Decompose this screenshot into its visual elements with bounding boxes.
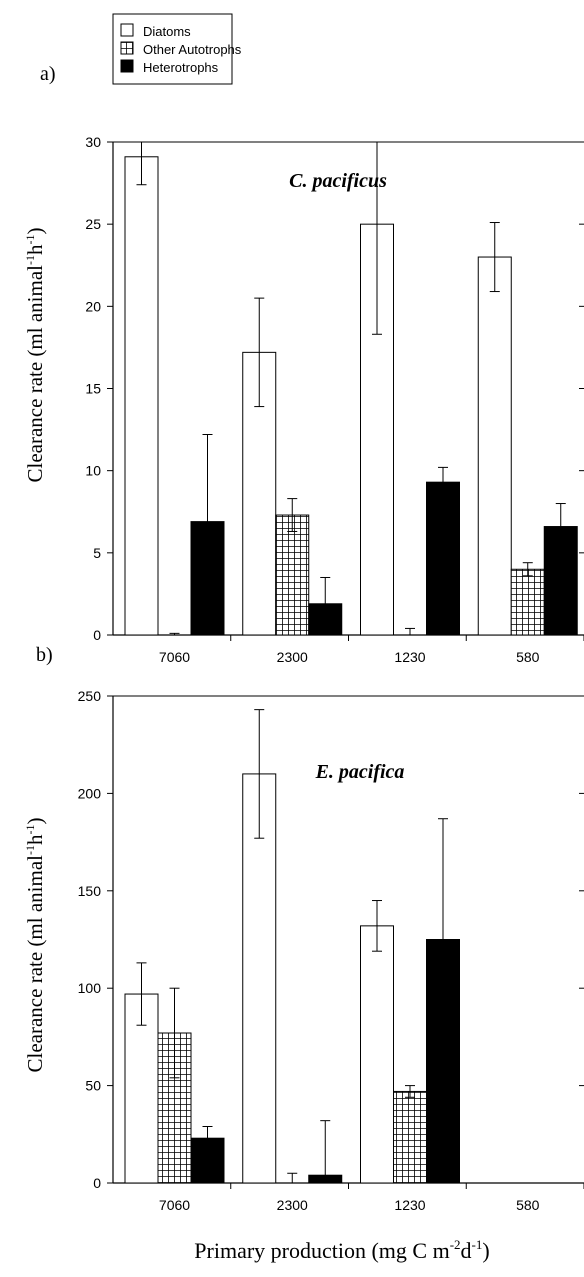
panel-b-y-axis-label-mid: h [23,834,47,845]
panel-a-y-axis-label-exp2: -1 [23,235,37,245]
panel-a-y-tick-label: 15 [85,381,101,397]
x-axis-label-exp2: -1 [472,1237,483,1252]
legend-label-heterotrophs: Heterotrophs [143,60,219,75]
panel-a-y-axis-label-mid: h [23,244,47,255]
panel-b-x-tick-label: 580 [516,1197,540,1213]
panel-b-title: E. pacifica [315,761,405,783]
panel-a-bar-other-autotrophs [275,514,310,636]
panel-b-y-axis-label-suffix: ) [23,818,47,825]
panel-a-y-axis-label-exp1: -1 [23,255,37,265]
panel-b-x-tick-label: 7060 [159,1197,190,1213]
panel-a-x-tick-label: 1230 [394,649,425,665]
legend-swatch-heterotrophs [120,59,134,73]
panel-b-y-axis-label: Clearance rate (ml animal-1h-1) [23,818,47,1073]
panel-a-y-tick-label: 30 [85,134,101,150]
x-axis-label-mid: d [461,1238,472,1263]
panel-a-y-axis-label: Clearance rate (ml animal-1h-1) [23,228,47,483]
panel-b-bar-other-autotrophs [393,1090,427,1184]
panel-b-marks: 0 50 100 150 200 250 7060 2300 1230 580 [78,688,584,1213]
x-axis-label-exp1: -2 [450,1237,461,1252]
panel-a-label: a) [40,63,56,85]
panel-b-label: b) [36,644,53,666]
legend-label-other-autotrophs: Other Autotrophs [143,42,242,57]
legend-swatch-diatoms [120,23,134,37]
legend: Diatoms Other Autotrophs Heterotrophs [112,13,242,85]
panel-a-y-axis-label-suffix: ) [23,228,47,235]
panel-a-bar-heterotrophs [426,481,460,636]
panel-b-bar-diatoms [360,925,394,1184]
legend-swatch-other-autotrophs [120,41,134,55]
panel-a-y-tick-label: 25 [85,216,101,232]
panel-a: a) 0 5 10 15 20 25 30 7060 2300 1230 580 C. pacifi… [23,63,584,665]
panel-b-y-tick-label: 250 [78,688,102,704]
panel-b-y-axis-label-exp2: -1 [23,825,37,835]
panel-a-y-tick-label: 10 [85,463,101,479]
panel-a-x-tick-label: 7060 [159,649,190,665]
panel-a-y-tick-label: 5 [93,545,101,561]
panel-a-bar-diatoms [477,256,512,636]
panel-a-y-tick-label: 0 [93,627,101,643]
panel-b-y-tick-label: 50 [85,1078,101,1094]
legend-label-diatoms: Diatoms [143,24,191,39]
x-axis-label-suffix: ) [482,1238,489,1263]
x-axis-label: Primary production (mg C m-2d-1) [194,1237,489,1263]
panel-b-y-tick-label: 200 [78,785,102,801]
panel-a-y-axis-label-prefix: Clearance rate (ml animal [23,265,47,483]
panel-a-x-tick-label: 580 [516,649,540,665]
panel-b-y-tick-label: 150 [78,883,102,899]
panel-a-bar-diatoms [124,156,159,636]
panel-b-x-tick-label: 1230 [394,1197,425,1213]
panel-b-y-tick-label: 100 [78,980,102,996]
panel-b-x-tick-label: 2300 [277,1197,308,1213]
panel-a-y-tick-label: 20 [85,298,101,314]
panel-b-bar-diatoms [242,773,277,1184]
x-axis-label-prefix: Primary production (mg C m [194,1238,449,1263]
panel-b: b) 0 50 100 150 200 250 7060 2300 1230 580 E. pac… [23,644,584,1213]
panel-a-x-tick-label: 2300 [277,649,308,665]
panel-b-y-axis-label-prefix: Clearance rate (ml animal [23,855,47,1073]
panel-a-bar-other-autotrophs [510,568,545,636]
panel-a-title: C. pacificus [289,170,387,192]
panel-b-y-tick-label: 0 [93,1175,101,1191]
panel-a-marks: 0 5 10 15 20 25 30 7060 2300 1230 580 [85,134,584,665]
panel-b-y-axis-label-exp1: -1 [23,845,37,855]
